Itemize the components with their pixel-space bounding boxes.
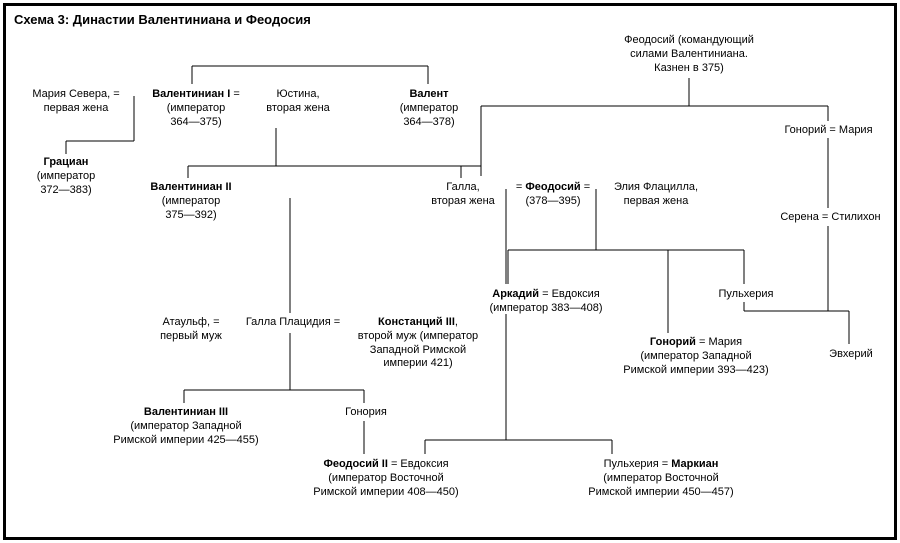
node-feod_sr: Феодосий (командующийсилами Валентиниана… [584,34,794,75]
node-evcher: Эвхерий [816,348,886,362]
diagram-title: Схема 3: Династии Валентиниана и Феодоси… [14,12,311,27]
node-gratian: Грациан(император372—383) [21,156,111,197]
node-galla: Галла,вторая жена [418,181,508,209]
node-pulch_mark: Пульхерия = Маркиан(император ВосточнойР… [561,458,761,499]
node-arkady: Аркадий = Евдоксия(император 383—408) [466,288,626,316]
node-const3: Констанций III,второй муж (императорЗапа… [348,316,488,371]
node-justina: Юстина,вторая жена [253,88,343,116]
node-honor2: Гонорий = Мария(император ЗападнойРимско… [616,336,776,377]
node-maria_sev: Мария Севера, =первая жена [16,88,136,116]
diagram-frame: Схема 3: Династии Валентиниана и Феодоси… [3,3,897,540]
node-ser_stil: Серена = Стилихон [768,211,893,225]
node-feod1: = Феодосий =(378—395) [508,181,598,209]
node-valent: Валент(император364—378) [384,88,474,129]
node-valentin1: Валентиниан I =(император364—375) [141,88,251,129]
node-pulch1: Пульхерия [706,288,786,302]
node-valentin3: Валентиниан III(император ЗападнойРимско… [101,406,271,447]
node-feod2: Феодосий II = Евдоксия(император Восточн… [286,458,486,499]
node-honoria: Гонория [331,406,401,420]
node-gallaplac: Галла Плацидия = [238,316,348,330]
node-flacilla: Элия Флацилла,первая жена [601,181,711,209]
node-valentin2: Валентиниан II(император375—392) [136,181,246,222]
node-honor_m: Гонорий = Мария [771,124,886,138]
node-ataulf: Атаульф, =первый муж [146,316,236,344]
